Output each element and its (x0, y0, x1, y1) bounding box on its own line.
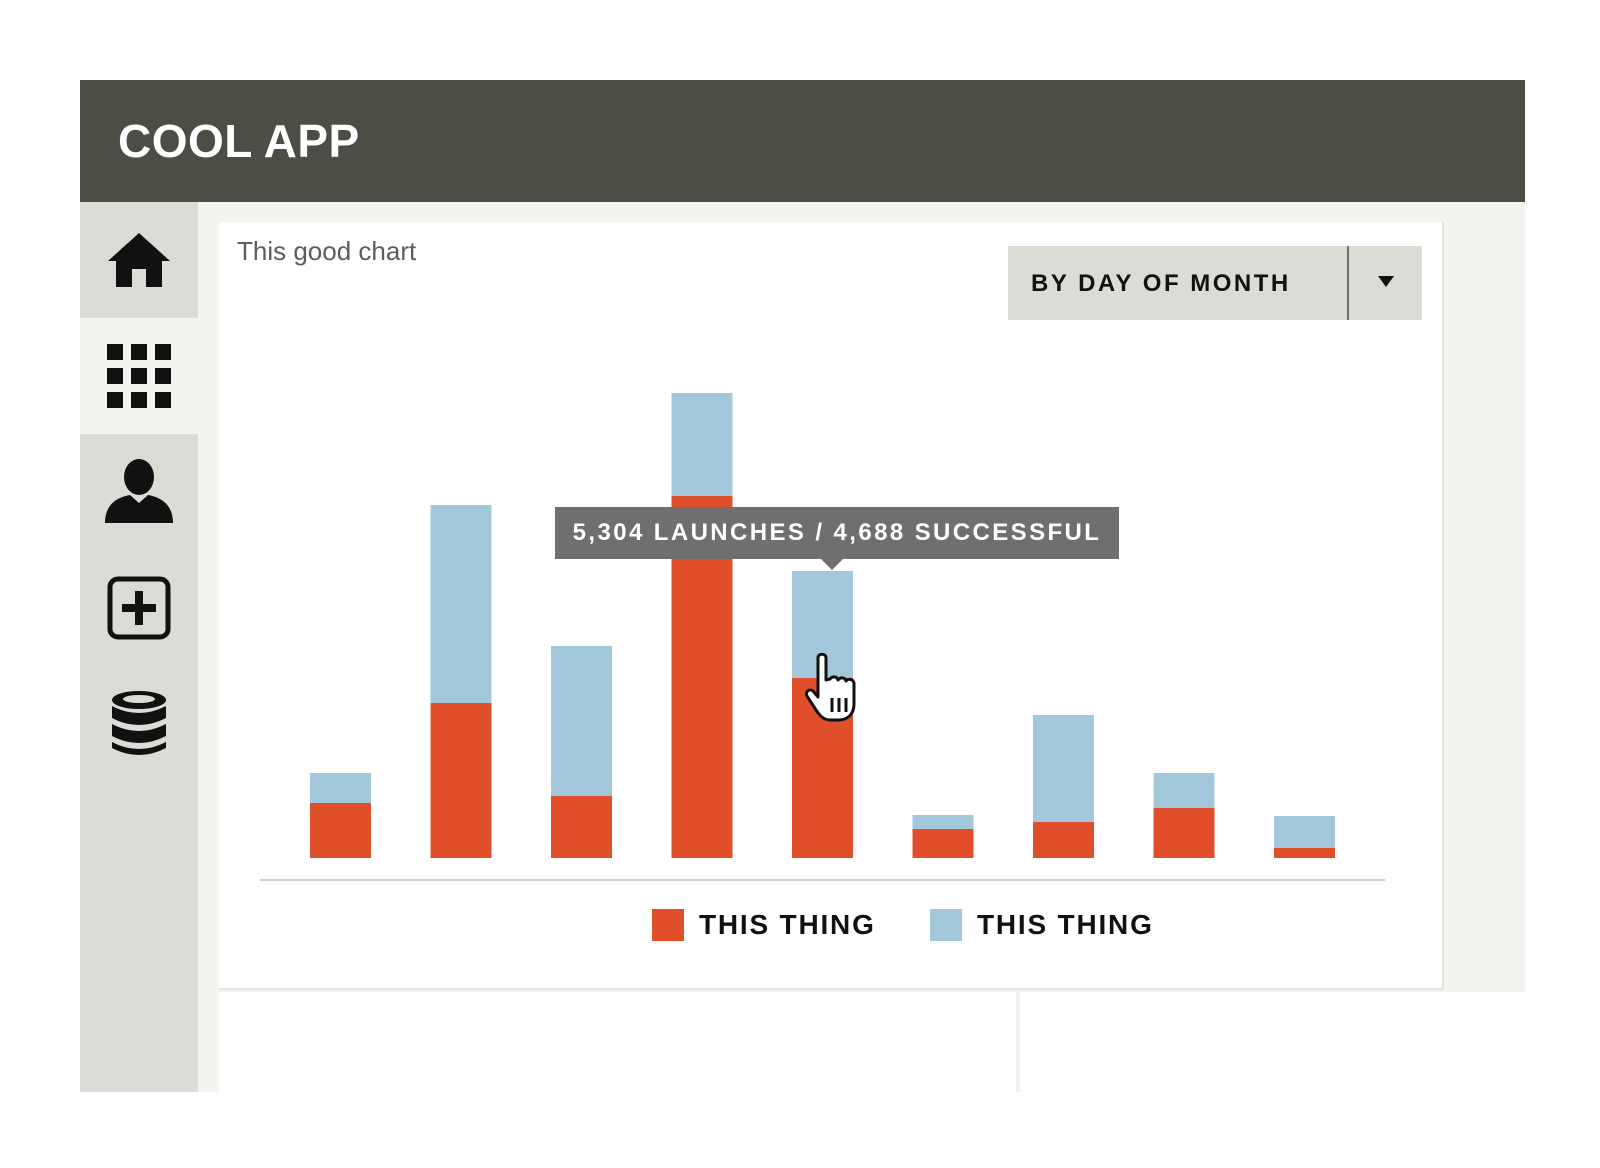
bar-segment-series-b[interactable] (430, 505, 492, 703)
sidebar-item-users[interactable] (80, 434, 198, 550)
hand-cursor-icon (804, 652, 868, 729)
bar-segment-series-b[interactable] (671, 393, 733, 496)
group-by-dropdown[interactable]: BY DAY OF MONTH (1008, 246, 1422, 320)
bar-segment-series-b[interactable] (1153, 773, 1215, 808)
bar-segment-series-b[interactable] (551, 646, 612, 796)
dropdown-divider (1347, 246, 1349, 320)
sidebar-item-home[interactable] (80, 202, 198, 318)
lower-cards (219, 992, 1525, 1092)
app-title: COOL APP (118, 115, 360, 167)
chart-card: This good chart BY DAY OF MONTH THIS THI… (219, 222, 1444, 990)
bar-segment-series-a[interactable] (1033, 822, 1094, 858)
bar-segment-series-a[interactable] (912, 829, 974, 858)
bar-segment-series-b[interactable] (310, 773, 371, 803)
home-icon (106, 231, 172, 289)
legend-label-series-a: THIS THING (699, 909, 876, 940)
bar-segment-series-a[interactable] (551, 796, 612, 858)
lower-card-left (219, 992, 1016, 1092)
sidebar-item-add[interactable] (80, 550, 198, 666)
legend-label-series-b: THIS THING (977, 909, 1154, 940)
user-icon (103, 459, 175, 525)
chart-title: This good chart (237, 236, 417, 266)
chart-legend: THIS THING THIS THING (219, 907, 1444, 947)
bar-segment-series-b[interactable] (1033, 715, 1094, 822)
sidebar-item-database[interactable] (80, 666, 198, 782)
bar-segment-series-a[interactable] (310, 803, 371, 858)
legend-swatch-series-b (930, 909, 962, 941)
app-header: COOL APP (80, 80, 1525, 202)
app-window: COOL APP (80, 80, 1525, 1092)
caret-down-icon[interactable] (1378, 276, 1394, 287)
legend-swatch-series-a (652, 909, 684, 941)
bar-segment-series-a[interactable] (1153, 808, 1215, 858)
grid-icon (107, 344, 171, 408)
database-icon (110, 690, 168, 758)
bar-segment-series-a[interactable] (1274, 848, 1335, 858)
sidebar (80, 202, 198, 1092)
bar-segment-series-b[interactable] (912, 815, 974, 829)
dropdown-selected-label: BY DAY OF MONTH (1031, 270, 1291, 297)
bar-segment-series-a[interactable] (430, 703, 492, 858)
bar-segment-series-b[interactable] (1274, 816, 1335, 848)
bar-tooltip: 5,304 LAUNCHES / 4,688 SUCCESSFUL (555, 507, 1119, 570)
sidebar-item-dashboard[interactable] (80, 318, 198, 434)
lower-card-right (1020, 992, 1525, 1092)
plus-box-icon (107, 576, 171, 640)
